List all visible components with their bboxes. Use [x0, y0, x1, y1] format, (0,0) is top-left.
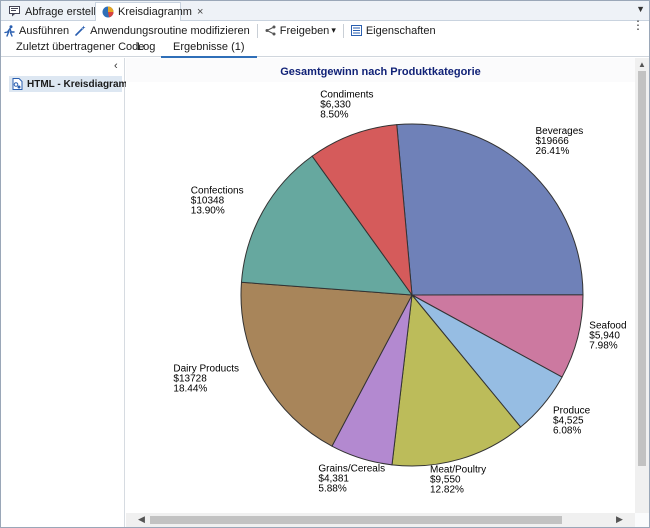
modify-routine-button[interactable]: Anwendungsroutine modifizieren [72, 22, 253, 39]
slice-label-value-label: $5,940 [589, 330, 620, 341]
properties-label: Eigenschaften [365, 24, 436, 37]
run-button[interactable]: Ausführen [1, 22, 72, 39]
tab-query-builder[interactable]: Abfrage erstellen [3, 2, 108, 21]
slice-label-value-label: $10348 [191, 196, 225, 207]
slice-label: Condiments $6,330 8.50% [320, 90, 373, 121]
vertical-scrollbar[interactable]: ▲ [635, 58, 649, 513]
run-label: Ausführen [19, 24, 70, 37]
slice-label-percent-label: 18.44% [173, 384, 207, 395]
slice-label: Produce $4,525 6.08% [553, 406, 591, 437]
pie-chart: Beverages $19666 26.41% Seafood $5,940 7.98% P… [173, 90, 626, 496]
slice-label-percent-label: 13.90% [191, 206, 225, 217]
pie-chart-icon [102, 6, 114, 18]
slice-label-value-label: $19666 [536, 136, 570, 147]
pie-slice-confections [240, 155, 414, 296]
slice-label-name: Confections [191, 186, 244, 197]
chart-title: Gesamtgewinn nach Produktkategorie [280, 66, 481, 78]
tab-submitted-code[interactable]: Zuletzt übertragener Code [16, 41, 145, 53]
scroll-right-icon[interactable]: ▶ [616, 514, 623, 524]
run-icon [4, 24, 15, 37]
collapse-pane-icon[interactable]: ‹ [114, 60, 118, 72]
slice-label-value-label: $6,330 [320, 100, 351, 111]
slice-label-value-label: $4,525 [553, 416, 584, 427]
slice-label-name: Beverages [536, 126, 584, 137]
slice-label: Grains/Cereals $4,381 5.88% [318, 464, 385, 495]
slice-label-percent-label: 5.88% [318, 484, 346, 495]
tab-pie-chart[interactable]: Kreisdiagramm × [95, 2, 203, 21]
tab-log[interactable]: Log [137, 41, 156, 53]
nav-item-label: HTML - Kreisdiagramm [27, 78, 137, 90]
chart-area: Beverages $19666 26.41% Seafood $5,940 7.98% P… [126, 82, 635, 513]
tab-list-chevron-icon[interactable]: ▼ [636, 4, 645, 14]
slice-label-value-label: $4,381 [318, 474, 349, 485]
slice-label-name: Condiments [320, 90, 373, 101]
tab-label: Kreisdiagramm [118, 6, 192, 18]
vertical-scroll-thumb[interactable] [638, 71, 646, 466]
slice-label: Beverages $19666 26.41% [536, 126, 584, 157]
html-result-icon [12, 78, 23, 90]
slice-label: Meat/Poultry $9,550 12.82% [430, 465, 486, 496]
chevron-down-icon: ▾ [331, 25, 336, 35]
toolbar-divider [256, 23, 258, 38]
slice-label: Confections $10348 13.90% [191, 186, 244, 217]
results-navigation-pane: ‹ HTML - Kreisdiagramm [1, 58, 136, 527]
pie-slice-dairy-products [240, 281, 413, 447]
results-viewer: Gesamtgewinn nach Produktkategorie Bever… [126, 58, 649, 527]
horizontal-scrollbar[interactable]: ◀ ▶ [126, 513, 635, 527]
slice-label-percent-label: 6.08% [553, 426, 581, 437]
query-icon [9, 6, 21, 17]
results-viewport: Gesamtgewinn nach Produktkategorie Bever… [126, 58, 635, 513]
slice-label-name: Produce [553, 406, 591, 417]
document-tab-strip: Abfrage erstellen Kreisdiagramm × ▼ [1, 1, 649, 21]
scroll-up-icon[interactable]: ▲ [638, 60, 646, 69]
slice-label-percent-label: 8.50% [320, 110, 348, 121]
slice-label-name: Meat/Poultry [430, 465, 486, 476]
share-button[interactable]: Freigeben ▾ [262, 22, 339, 39]
tab-label: Abfrage erstellen [25, 5, 109, 18]
share-icon [265, 25, 276, 36]
properties-button[interactable]: Eigenschaften [348, 22, 439, 39]
slice-label-percent-label: 12.82% [430, 485, 464, 496]
horizontal-scroll-thumb[interactable] [150, 516, 562, 524]
scroll-left-icon[interactable]: ◀ [138, 514, 145, 524]
tab-results[interactable]: Ergebnisse (1) [161, 41, 257, 58]
slice-label-name: Seafood [589, 320, 626, 331]
close-icon[interactable]: × [196, 6, 204, 18]
share-label: Freigeben [279, 24, 330, 37]
slice-label-percent-label: 7.98% [589, 340, 617, 351]
slice-label: Seafood $5,940 7.98% [589, 320, 626, 351]
results-subtabs: Zuletzt übertragener Code Log Ergebnisse… [1, 39, 649, 58]
slice-label-name: Dairy Products [173, 364, 239, 375]
wand-icon [75, 25, 86, 36]
slice-label: Dairy Products $13728 18.44% [173, 364, 239, 395]
slice-label-value-label: $13728 [173, 374, 207, 385]
slice-label-value-label: $9,550 [430, 475, 461, 486]
pie-slice-meat-poultry [391, 293, 522, 467]
toolbar-divider [342, 23, 344, 38]
pie-slice-beverages [396, 123, 584, 296]
toolbar: Ausführen Anwendungsroutine modifizieren… [1, 18, 649, 39]
modify-routine-label: Anwendungsroutine modifizieren [90, 24, 250, 37]
nav-item-html-pie-chart[interactable]: HTML - Kreisdiagramm [9, 76, 136, 92]
more-options-icon[interactable]: ⋮ [632, 18, 644, 32]
properties-icon [350, 25, 362, 36]
pie-slice-condiments [311, 124, 413, 297]
slice-label-percent-label: 26.41% [536, 146, 570, 157]
slice-label-name: Grains/Cereals [318, 464, 385, 475]
